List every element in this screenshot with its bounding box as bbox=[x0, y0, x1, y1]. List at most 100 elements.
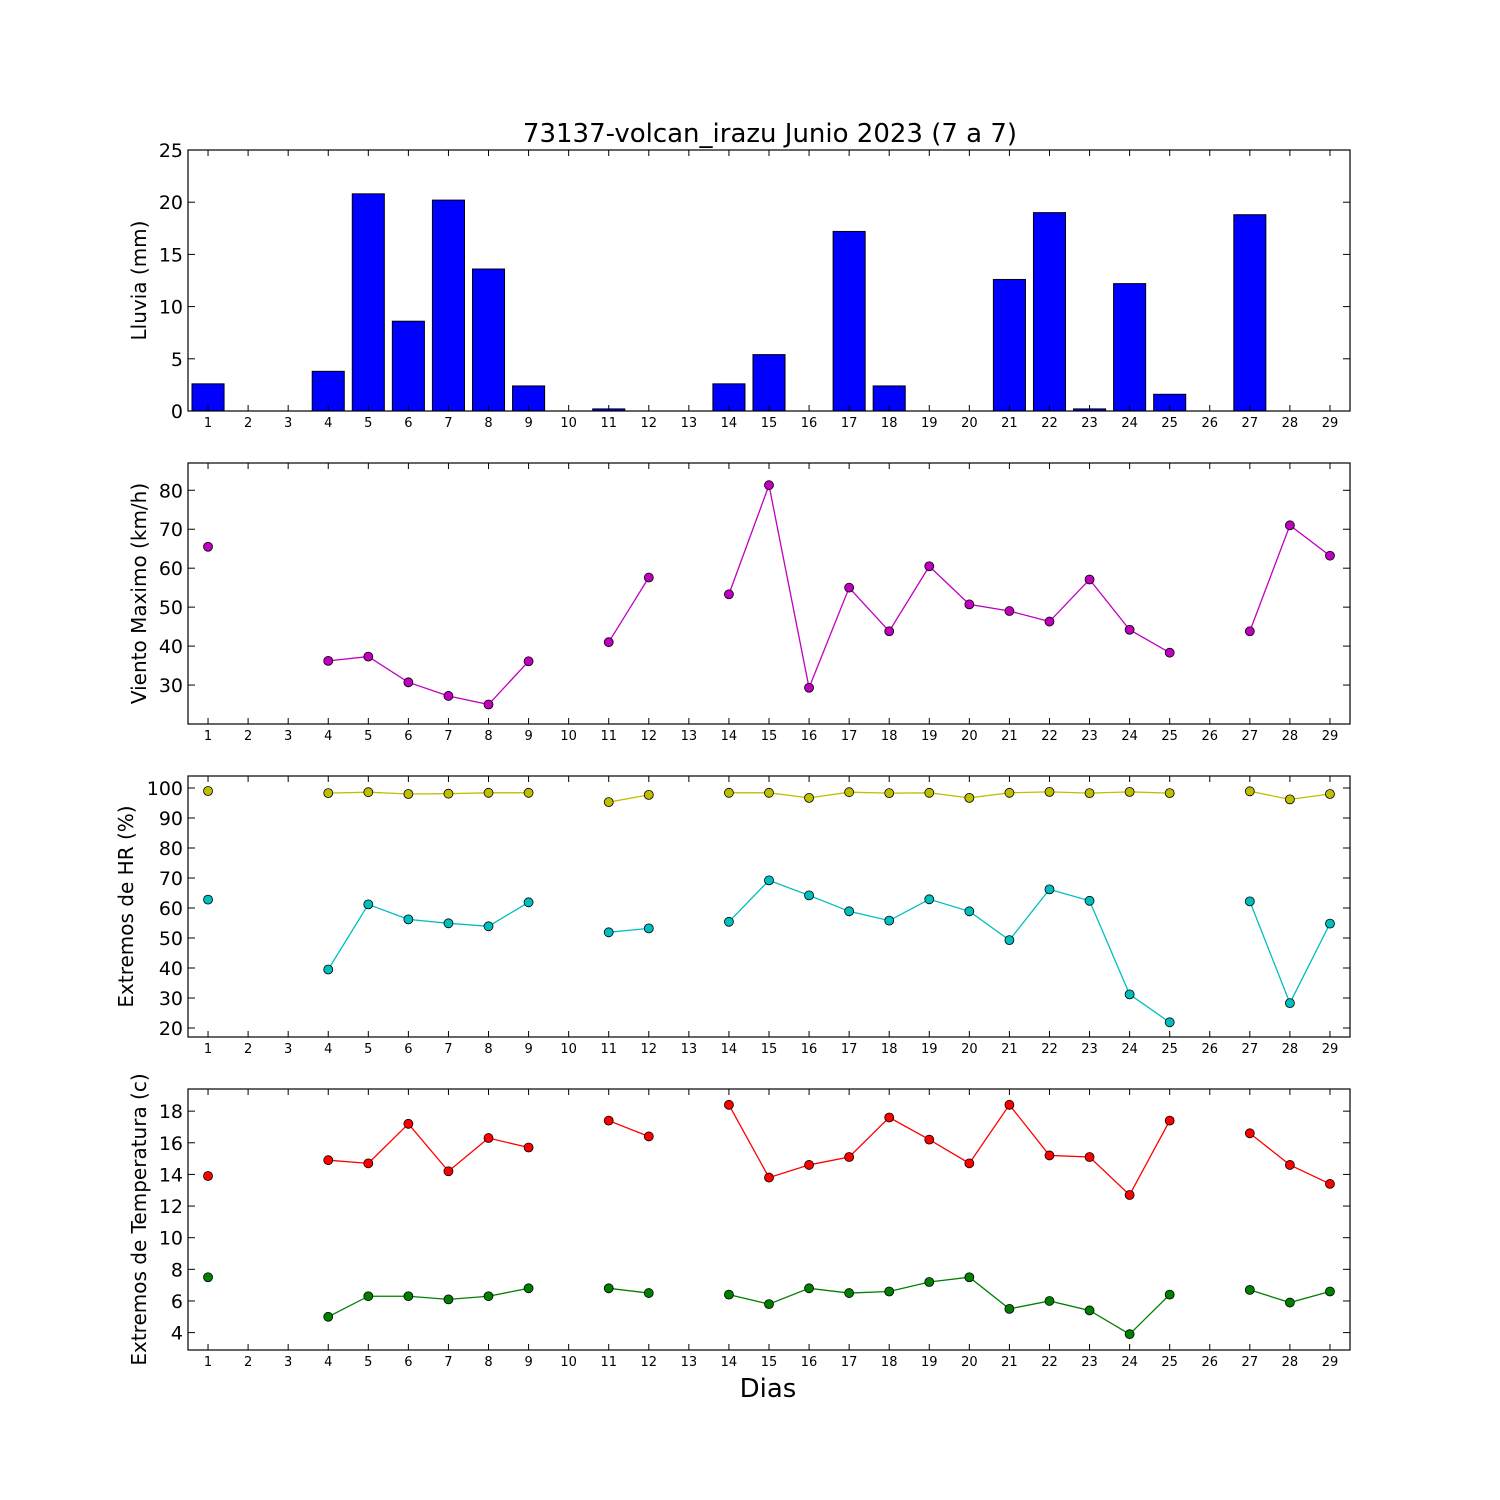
y-tick-label: 80 bbox=[159, 480, 183, 502]
x-tick-label: 9 bbox=[524, 729, 532, 744]
x-tick-label: 2 bbox=[244, 1355, 252, 1370]
series-1-point-day-23 bbox=[1084, 574, 1095, 585]
series-1-line-4 bbox=[728, 791, 1170, 799]
series-1-line-2 bbox=[328, 1122, 529, 1173]
series-2-point-day-18 bbox=[884, 1286, 895, 1297]
series-2-point-day-20 bbox=[964, 1272, 975, 1283]
x-tick-label: 26 bbox=[1201, 1355, 1218, 1370]
series-1-point-day-7 bbox=[443, 1166, 454, 1177]
series-2-point-day-5 bbox=[363, 1291, 374, 1302]
y-tick-label: 10 bbox=[159, 297, 183, 319]
series-2-point-day-8 bbox=[483, 921, 494, 932]
series-1-point-day-28 bbox=[1284, 794, 1295, 805]
x-tick-label: 16 bbox=[801, 1042, 818, 1057]
x-tick-label: 6 bbox=[404, 1355, 412, 1370]
series-2-line-2 bbox=[327, 901, 529, 970]
series-1-point-day-16 bbox=[804, 1160, 814, 1170]
x-tick-label: 5 bbox=[364, 416, 372, 431]
series-1-point-day-9 bbox=[523, 1142, 534, 1153]
x-tick-label: 3 bbox=[284, 1355, 292, 1370]
series-2-point-day-23 bbox=[1084, 895, 1095, 906]
x-tick-label: 19 bbox=[921, 729, 938, 744]
series-2-point-day-20 bbox=[964, 906, 975, 917]
x-tick-label: 28 bbox=[1282, 1355, 1299, 1370]
y-tick-label: 16 bbox=[159, 1133, 183, 1155]
x-tick-label: 28 bbox=[1282, 1042, 1299, 1057]
x-tick-label: 29 bbox=[1322, 729, 1339, 744]
bar-day-27 bbox=[1233, 214, 1267, 412]
series-1-point-day-25 bbox=[1164, 788, 1175, 798]
series-1-point-day-11 bbox=[603, 637, 614, 648]
panel-3: 1 2 3 4 5 6 7 8 9 10 11 12 13 14 15 16 17 18 19 20 21 22 23 24 2… bbox=[114, 775, 1351, 1057]
y-tick-label: 12 bbox=[159, 1196, 183, 1218]
y-axis-label: Extremos de HR (%) bbox=[114, 805, 138, 1007]
x-tick-label: 4 bbox=[324, 1042, 332, 1057]
series-1-point-day-22 bbox=[1044, 1150, 1055, 1161]
y-tick-label: 15 bbox=[159, 244, 183, 266]
series-1-point-day-15 bbox=[764, 480, 774, 491]
x-tick-label: 9 bbox=[524, 1042, 532, 1057]
y-axis-label: Lluvia (mm) bbox=[127, 221, 151, 341]
x-tick-label: 26 bbox=[1201, 1042, 1218, 1057]
x-tick-label: 3 bbox=[284, 416, 292, 431]
y-tick-label: 6 bbox=[171, 1291, 183, 1313]
x-tick-label: 20 bbox=[961, 1042, 978, 1057]
series-2-point-day-9 bbox=[523, 1283, 534, 1294]
y-tick-label: 90 bbox=[159, 808, 183, 830]
x-tick-label: 10 bbox=[560, 1355, 577, 1370]
series-1-point-day-27 bbox=[1244, 626, 1255, 637]
y-tick-label: 0 bbox=[171, 401, 183, 423]
x-tick-label: 20 bbox=[961, 729, 978, 744]
x-tick-label: 15 bbox=[761, 1355, 778, 1370]
series-1-point-day-1 bbox=[203, 1171, 213, 1181]
y-tick-label: 80 bbox=[159, 838, 183, 860]
series-1-point-day-11 bbox=[603, 797, 614, 807]
x-tick-label: 13 bbox=[681, 416, 698, 431]
series-2-point-day-24 bbox=[1124, 989, 1135, 1000]
x-tick-label: 8 bbox=[484, 729, 492, 744]
series-1-line-4 bbox=[728, 482, 1171, 691]
series-2-point-day-4 bbox=[323, 1311, 334, 1322]
series-1-line-2 bbox=[328, 791, 529, 795]
x-tick-label: 14 bbox=[721, 1042, 738, 1057]
x-tick-label: 19 bbox=[921, 416, 938, 431]
series-2-point-day-14 bbox=[724, 1289, 734, 1300]
series-1-point-day-19 bbox=[924, 561, 935, 572]
series-1-point-day-12 bbox=[643, 1131, 654, 1142]
x-tick-label: 8 bbox=[484, 1355, 492, 1370]
bar-day-15 bbox=[752, 354, 786, 412]
series-2-point-day-23 bbox=[1084, 1305, 1095, 1316]
series-1-point-day-20 bbox=[964, 1158, 975, 1169]
x-tick-label: 26 bbox=[1201, 729, 1218, 744]
x-tick-label: 22 bbox=[1041, 1042, 1058, 1057]
x-tick-label: 5 bbox=[364, 729, 372, 744]
series-1-point-day-25 bbox=[1164, 1115, 1175, 1126]
x-tick-label: 19 bbox=[921, 1355, 938, 1370]
series-1-point-day-4 bbox=[323, 788, 334, 798]
series-2-point-day-1 bbox=[203, 894, 213, 905]
x-tick-label: 21 bbox=[1001, 1042, 1018, 1057]
x-tick-label: 7 bbox=[444, 1042, 452, 1057]
x-tick-label: 18 bbox=[881, 729, 898, 744]
series-1-point-day-15 bbox=[764, 1172, 774, 1183]
series-1-point-day-5 bbox=[363, 1158, 374, 1169]
series-2-point-day-12 bbox=[643, 1288, 654, 1298]
series-1-point-day-16 bbox=[804, 793, 814, 803]
y-tick-label: 100 bbox=[147, 778, 183, 800]
series-2-point-day-5 bbox=[363, 899, 374, 910]
x-tick-label: 11 bbox=[600, 729, 617, 744]
panel-4: 1 2 3 4 5 6 7 8 9 10 11 12 13 14 15 16 17 18 19 20 21 22 23 24 2… bbox=[127, 1073, 1351, 1370]
x-tick-label: 15 bbox=[761, 729, 778, 744]
series-1-point-day-12 bbox=[643, 790, 654, 800]
x-tick-label: 11 bbox=[600, 1042, 617, 1057]
series-2-point-day-12 bbox=[643, 923, 654, 934]
series-2-line-3 bbox=[608, 1287, 649, 1294]
bar-day-6 bbox=[391, 320, 425, 412]
series-2-point-day-7 bbox=[443, 1294, 454, 1305]
series-2-line-4 bbox=[728, 879, 1171, 1023]
y-tick-label: 5 bbox=[171, 349, 183, 371]
x-tick-label: 29 bbox=[1322, 1355, 1339, 1370]
series-1-point-day-9 bbox=[523, 656, 534, 667]
x-tick-label: 24 bbox=[1121, 1355, 1138, 1370]
panel-2: 1 2 3 4 5 6 7 8 9 10 11 12 13 14 15 16 17 18 19 20 21 22 23 24 2… bbox=[127, 462, 1351, 744]
